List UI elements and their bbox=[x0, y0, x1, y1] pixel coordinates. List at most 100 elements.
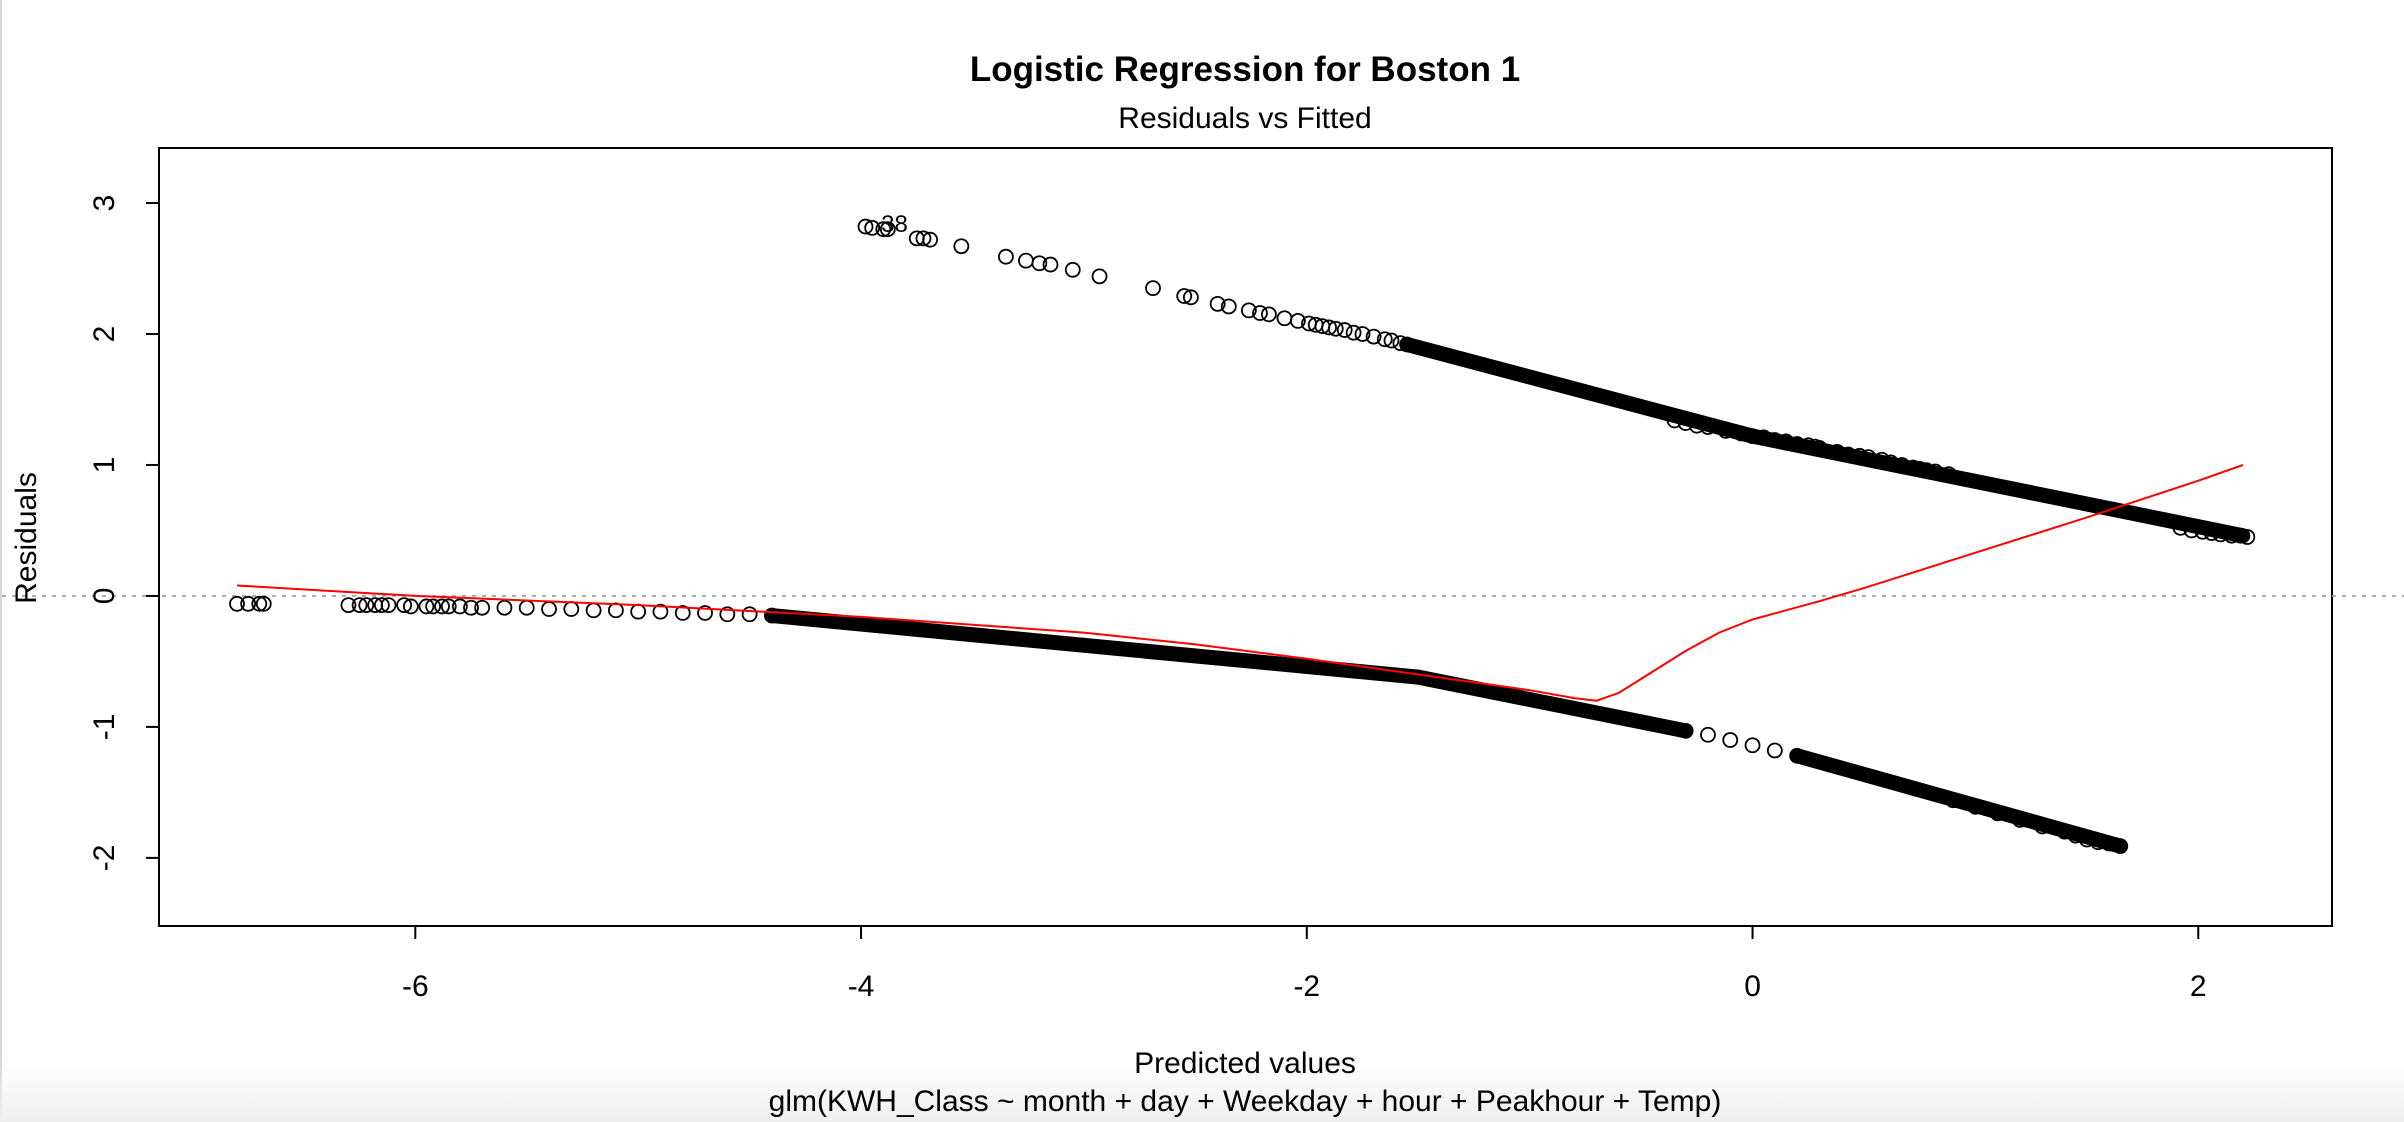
data-point bbox=[1209, 295, 1226, 312]
data-point bbox=[652, 603, 669, 620]
y-tick-label: 3 bbox=[88, 195, 121, 212]
dense-point-bands bbox=[764, 336, 2251, 854]
data-point bbox=[434, 598, 450, 615]
data-point bbox=[1911, 460, 1928, 477]
data-point bbox=[1840, 446, 1857, 463]
data-point bbox=[2090, 834, 2106, 851]
data-point bbox=[1383, 332, 1400, 349]
data-point bbox=[2239, 529, 2256, 545]
window-left-edge bbox=[0, 0, 2, 1122]
data-point bbox=[1789, 436, 1806, 452]
data-point bbox=[396, 597, 413, 614]
data-point bbox=[425, 598, 442, 615]
x-tick-label: 0 bbox=[1744, 970, 1761, 1003]
data-point bbox=[1873, 451, 1890, 468]
data-point bbox=[741, 606, 758, 623]
data-point bbox=[518, 599, 535, 616]
data-point bbox=[2067, 827, 2084, 844]
data-point bbox=[1766, 742, 1783, 759]
data-point bbox=[719, 606, 736, 623]
data-point bbox=[864, 219, 881, 236]
x-tick-label: 2 bbox=[2190, 970, 2207, 1003]
data-point bbox=[953, 238, 970, 255]
smoother-line bbox=[236, 464, 2244, 702]
data-point bbox=[1289, 312, 1306, 329]
data-points bbox=[229, 218, 2256, 855]
data-point bbox=[1376, 331, 1393, 348]
y-axis: -2 -1 0 1 2 3 bbox=[88, 195, 160, 872]
data-point bbox=[1811, 440, 1828, 456]
data-point bbox=[1064, 261, 1081, 278]
data-point bbox=[496, 599, 513, 616]
data-point bbox=[875, 221, 892, 238]
data-point bbox=[2232, 527, 2249, 544]
data-point bbox=[451, 598, 468, 615]
data-point bbox=[697, 605, 713, 621]
data-point bbox=[1399, 336, 1415, 353]
data-point bbox=[440, 598, 457, 615]
data-point bbox=[2183, 522, 2200, 539]
data-point bbox=[1700, 419, 1716, 435]
data-point bbox=[674, 605, 691, 621]
data-point bbox=[2203, 525, 2220, 541]
y-tick-label: -2 bbox=[88, 845, 121, 872]
data-point bbox=[1789, 747, 1806, 764]
data-point bbox=[2078, 831, 2095, 848]
data-point bbox=[1327, 320, 1344, 337]
data-point bbox=[1031, 255, 1048, 272]
data-point bbox=[418, 598, 435, 615]
data-point bbox=[1766, 432, 1783, 448]
data-point bbox=[1182, 289, 1199, 306]
dense-point-band-1 bbox=[1745, 428, 2251, 544]
y-axis-label: Residuals bbox=[10, 472, 43, 604]
dense-point-band-4 bbox=[1789, 748, 2128, 854]
y-tick-label: 1 bbox=[88, 457, 121, 474]
data-point bbox=[763, 607, 780, 624]
data-point bbox=[1918, 462, 1935, 479]
data-point bbox=[1733, 425, 1750, 442]
data-point bbox=[1220, 298, 1237, 315]
data-point bbox=[2172, 519, 2189, 536]
x-axis-label: Predicted values bbox=[1134, 1047, 1356, 1080]
data-point bbox=[915, 230, 932, 247]
data-point bbox=[2034, 818, 2051, 835]
data-point bbox=[373, 597, 390, 614]
data-point bbox=[240, 595, 257, 612]
data-point bbox=[1882, 454, 1899, 471]
data-point bbox=[563, 601, 580, 617]
data-point bbox=[255, 595, 272, 612]
data-point bbox=[1677, 415, 1694, 431]
chart-subtitle: Residuals vs Fitted bbox=[1118, 102, 1371, 135]
data-point bbox=[1321, 319, 1337, 336]
data-point bbox=[857, 218, 874, 235]
data-point bbox=[1829, 443, 1846, 460]
data-point bbox=[1967, 798, 1984, 815]
data-point bbox=[2112, 838, 2129, 855]
dense-point-band-3 bbox=[1410, 669, 1694, 739]
data-point bbox=[1354, 326, 1371, 342]
data-point bbox=[251, 595, 268, 612]
data-point bbox=[358, 597, 375, 614]
y-tick-label: 0 bbox=[88, 588, 121, 605]
data-point bbox=[630, 603, 647, 620]
data-point bbox=[1851, 447, 1868, 464]
data-point bbox=[340, 597, 357, 614]
data-point bbox=[463, 599, 479, 616]
x-axis: -6 -4 -2 0 2 bbox=[402, 925, 2207, 1003]
point-labels: 38 bbox=[881, 211, 908, 238]
data-point bbox=[1800, 437, 1817, 454]
data-point bbox=[2101, 835, 2118, 852]
data-point bbox=[1945, 792, 1962, 809]
data-point bbox=[1365, 328, 1382, 345]
data-point bbox=[1989, 805, 2006, 822]
data-point bbox=[2012, 812, 2028, 828]
x-axis-sublabel: glm(KWH_Class ~ month + day + Weekday + … bbox=[769, 1085, 1722, 1118]
data-point bbox=[1666, 412, 1683, 429]
data-point bbox=[2223, 527, 2240, 544]
data-point bbox=[380, 597, 397, 614]
data-point bbox=[1893, 457, 1910, 473]
dense-point-band-2 bbox=[764, 608, 1426, 685]
data-point bbox=[1018, 252, 1034, 269]
